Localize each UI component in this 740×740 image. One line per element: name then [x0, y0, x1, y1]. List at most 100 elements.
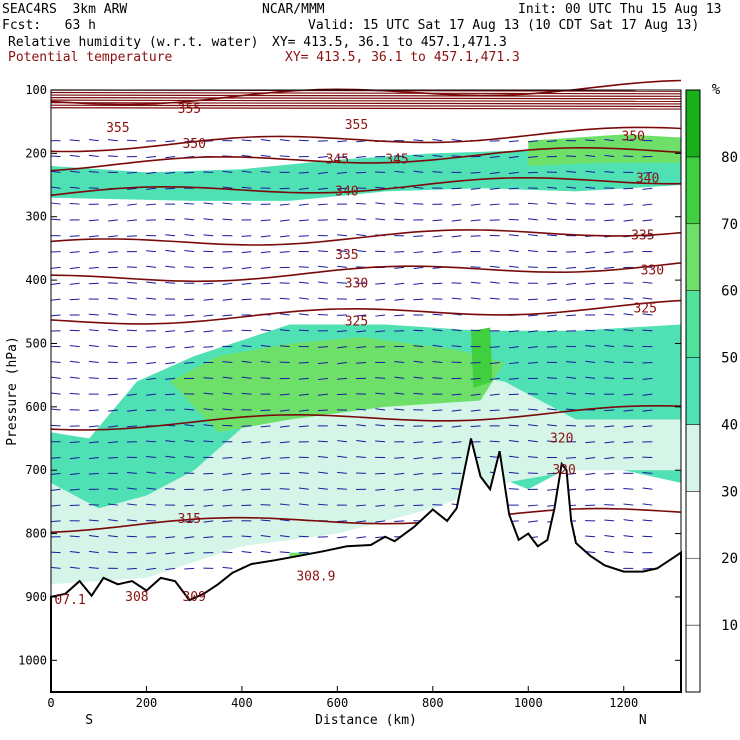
wind-arrow: [489, 377, 500, 381]
wind-arrow: [165, 171, 176, 174]
contour-label: 355: [178, 102, 201, 117]
contour-label: 315: [178, 512, 201, 527]
wind-arrow: [527, 504, 538, 507]
wind-arrow: [508, 156, 519, 159]
wind-arrow: [527, 250, 538, 253]
wind-arrow: [298, 235, 309, 237]
wind-arrow: [508, 440, 519, 443]
wind-arrow: [318, 281, 328, 284]
wind-arrow: [604, 425, 615, 428]
wind-arrow: [50, 298, 61, 301]
y-tick-label: 100: [25, 83, 47, 97]
wind-arrow: [451, 441, 462, 444]
wind-arrow: [165, 156, 176, 159]
wind-arrow: [50, 186, 61, 189]
wind-arrow: [108, 409, 118, 412]
wind-arrow: [108, 425, 118, 428]
wind-arrow: [336, 424, 347, 427]
wind-arrow: [451, 409, 462, 412]
colorbar-segment: [685, 624, 701, 693]
wind-arrow: [146, 471, 157, 474]
theta-contour-350: [50, 126, 682, 153]
wind-arrow: [623, 329, 634, 332]
rh-region-40: [51, 368, 681, 585]
wind-arrow: [260, 171, 271, 173]
wind-arrow: [184, 536, 195, 539]
wind-arrow: [88, 425, 99, 428]
wind-arrow: [317, 393, 328, 396]
wind-arrow: [604, 472, 615, 475]
wind-arrow: [585, 441, 596, 444]
wind-arrow: [585, 329, 596, 332]
theta-contour-335: [50, 229, 682, 246]
wind-arrow: [508, 249, 519, 253]
wind-arrow: [241, 154, 252, 158]
wind-arrow: [184, 520, 195, 523]
wind-arrow: [241, 282, 252, 285]
wind-arrow: [50, 504, 61, 507]
wind-arrow: [317, 409, 328, 412]
wind-arrow: [50, 218, 61, 221]
wind-arrow: [184, 234, 195, 237]
wind-arrow: [260, 441, 271, 444]
wind-arrow: [203, 314, 214, 317]
wind-arrow: [336, 187, 347, 190]
wind-arrow: [356, 456, 367, 459]
wind-arrow: [642, 187, 653, 190]
wind-arrow: [146, 250, 157, 253]
wind-arrow: [222, 488, 233, 491]
wind-arrow: [394, 520, 405, 523]
wind-arrow: [260, 519, 271, 522]
wind-arrow: [318, 487, 328, 490]
contour-label: 355: [345, 118, 368, 133]
wind-arrow: [279, 503, 290, 506]
wind-arrow: [394, 266, 405, 269]
wind-arrow: [298, 425, 309, 428]
wind-arrow: [604, 535, 615, 538]
wind-arrow: [184, 202, 195, 205]
wind-arrow: [470, 187, 481, 190]
wind-arrow: [604, 329, 615, 332]
field1-xy: XY= 413.5, 36.1 to 457.1,471.3: [272, 35, 507, 50]
wind-arrow: [623, 203, 634, 206]
wind-arrow: [317, 203, 328, 206]
rh-region-70: [170, 337, 505, 433]
wind-arrow: [241, 298, 252, 301]
wind-arrow: [585, 360, 596, 363]
wind-arrow: [298, 487, 309, 490]
wind-arrow: [69, 488, 80, 491]
wind-arrow: [165, 455, 176, 459]
wind-arrow: [527, 298, 538, 301]
wind-arrow: [489, 265, 500, 268]
wind-arrow: [222, 504, 233, 507]
wind-arrow: [107, 251, 118, 253]
wind-arrow: [241, 488, 252, 491]
wind-arrow: [547, 488, 557, 491]
wind-arrow: [146, 346, 157, 348]
wind-arrow: [604, 171, 615, 173]
wind-arrow: [260, 425, 271, 428]
wind-arrow: [165, 218, 176, 221]
wind-arrow: [203, 330, 214, 333]
wind-arrow: [146, 487, 157, 490]
wind-arrow: [165, 377, 176, 380]
wind-arrow: [222, 472, 233, 475]
x-tick-label: 0: [47, 696, 54, 710]
wind-arrow: [260, 329, 271, 332]
theta-contour-top: [50, 97, 682, 100]
wind-arrow: [547, 392, 557, 395]
wind-arrow: [88, 266, 99, 269]
wind-arrow: [50, 566, 61, 569]
wind-arrow: [585, 392, 596, 395]
wind-arrow: [88, 457, 99, 460]
wind-arrow: [604, 360, 615, 363]
wind-arrow: [69, 186, 80, 189]
wind-arrow: [260, 472, 271, 475]
wind-arrow: [127, 519, 137, 522]
wind-arrow: [165, 330, 176, 333]
wind-arrow: [337, 140, 347, 143]
wind-arrow: [375, 392, 386, 395]
wind-arrow: [260, 409, 271, 412]
theta-contour-top: [50, 107, 682, 110]
wind-arrow: [356, 408, 367, 411]
